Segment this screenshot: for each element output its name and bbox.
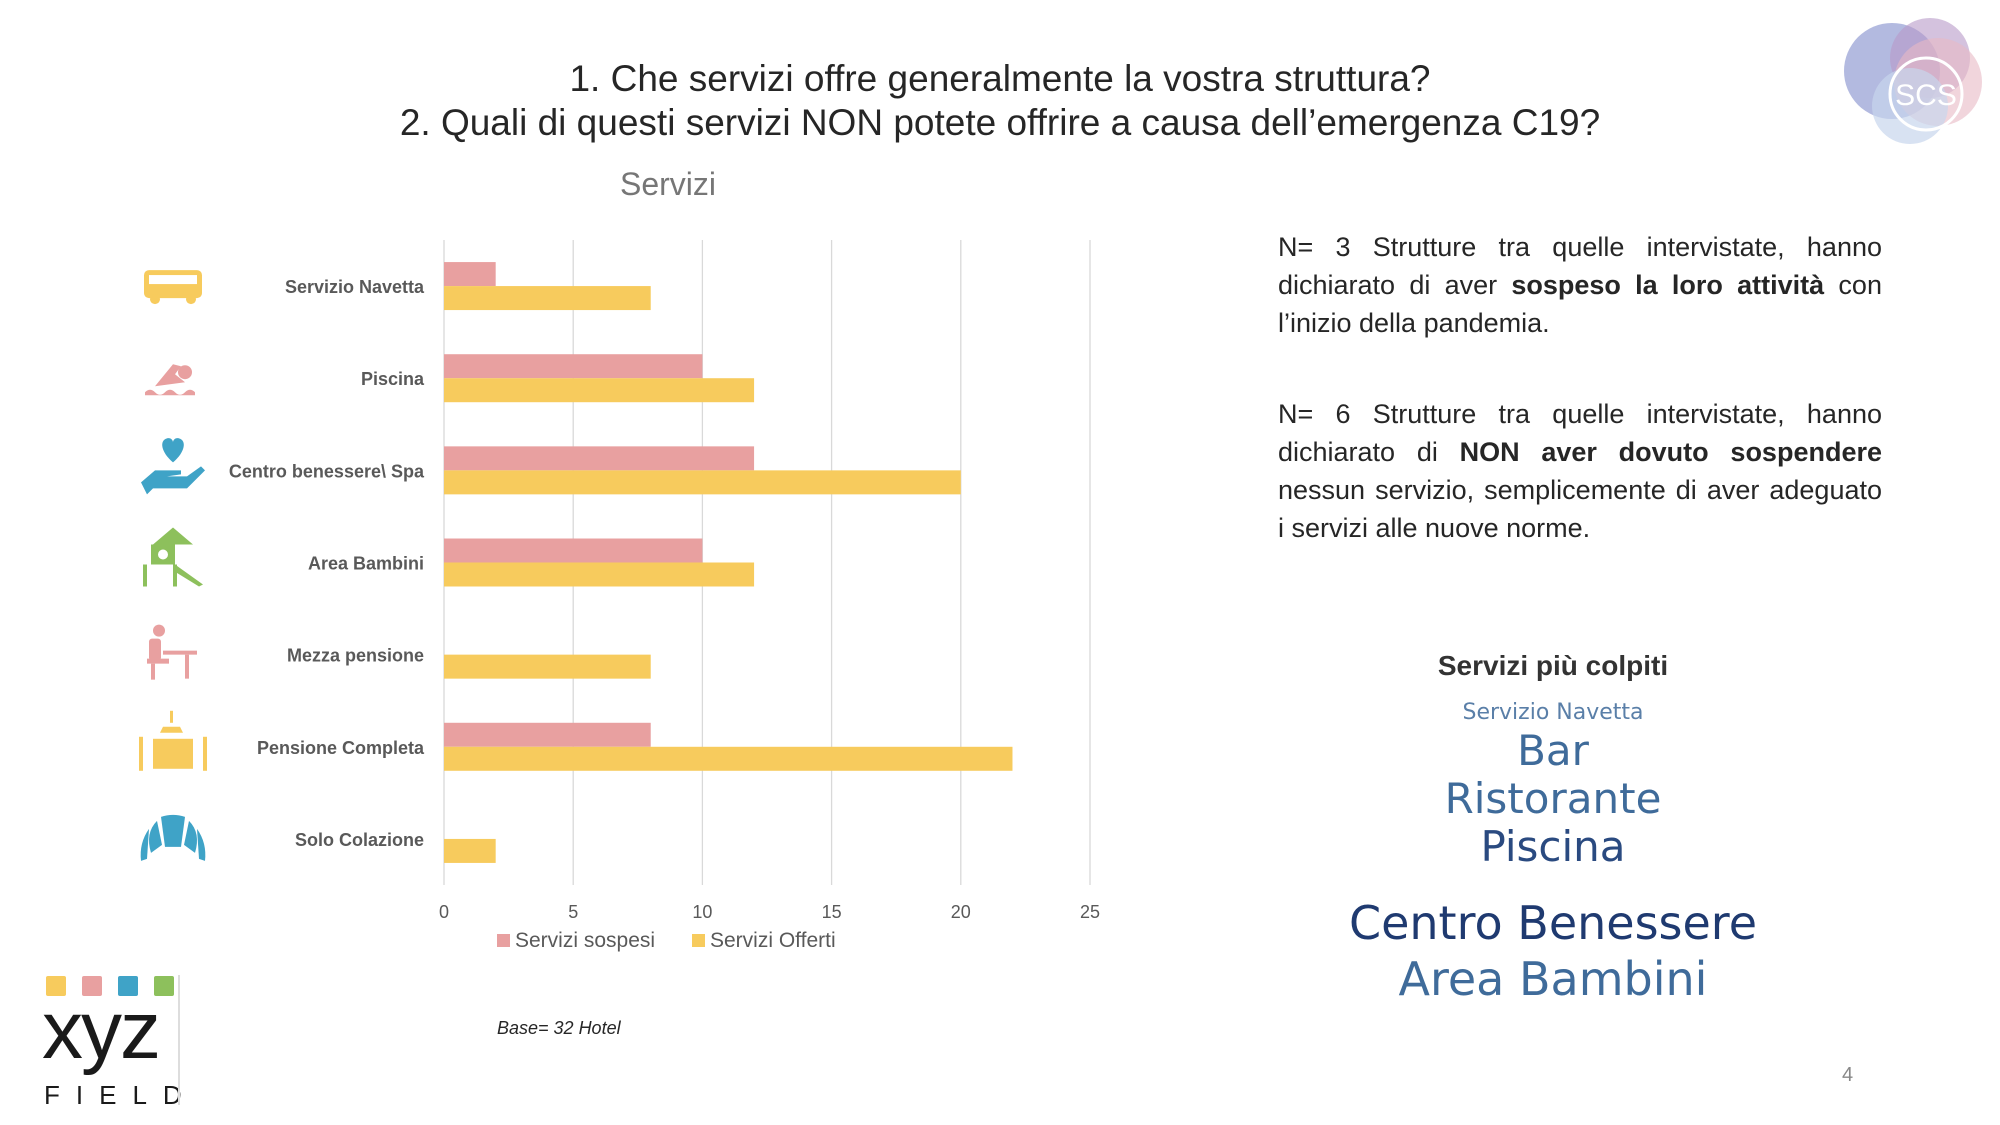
banquet-table-icon <box>139 710 207 771</box>
logo-divider <box>178 975 180 1105</box>
bus-icon <box>144 270 202 305</box>
paragraph-text: nessun servizio, semplicemente di aver a… <box>1278 475 1882 543</box>
category-label: Piscina <box>361 369 425 389</box>
scs-logo-text: SCS <box>1895 79 1957 112</box>
croissant-icon <box>140 814 206 861</box>
category-label: Pensione Completa <box>257 738 425 758</box>
bar-servizi-offerti <box>444 838 496 863</box>
legend-label: Servizi Offerti <box>710 929 836 952</box>
scs-logo: SCS <box>1840 16 1990 146</box>
bar-chart: Servizi Servizio Navetta Piscina Centro be… <box>139 166 1100 952</box>
bar-servizi-offerti <box>444 378 755 403</box>
logo-square <box>118 976 138 996</box>
paragraph-text: N= 3 Strutture tra quelle intervistate, … <box>1278 232 1882 300</box>
x-tick-label: 10 <box>692 902 712 922</box>
base-note: Base= 32 Hotel <box>497 1018 621 1038</box>
category-label: Centro benessere\ Spa <box>229 461 425 481</box>
legend-label: Servizi sospesi <box>515 929 655 952</box>
dining-person-icon <box>147 624 197 680</box>
logo-text: xyz <box>42 985 161 1076</box>
legend-swatch <box>692 934 705 947</box>
slide-title-line1: 1. Che servizi offre generalmente la vos… <box>569 58 1431 99</box>
word-ristorante: Ristorante <box>1444 774 1662 823</box>
bar-servizi-offerti <box>444 746 1013 771</box>
paragraph-text: con l’inizio della pandemia. <box>1278 270 1882 338</box>
slide-title-line2: 2. Quali di questi servizi NON potete of… <box>399 102 1601 143</box>
word-bar: Bar <box>1517 726 1589 775</box>
bar-servizi-sospesi <box>444 262 496 287</box>
paragraph-bold: NON aver dovuto sospendere <box>1459 437 1882 467</box>
x-tick-label: 5 <box>568 902 578 922</box>
x-tick-label: 20 <box>951 902 971 922</box>
bar-servizi-sospesi <box>444 446 755 471</box>
wordcloud-title: Servizi più colpiti <box>1437 650 1669 681</box>
bar-servizi-sospesi <box>444 722 651 747</box>
paragraph-text: N= 6 Strutture tra quelle intervistate, … <box>1278 399 1882 467</box>
category-label: Mezza pensione <box>287 646 424 666</box>
paragraph-suspended: N= 3 Strutture tra quelle intervistate, … <box>1278 228 1882 342</box>
chart-title: Servizi <box>620 166 716 202</box>
bar-servizi-sospesi <box>444 354 703 379</box>
paragraph-bold: sospeso la loro attività <box>1511 270 1825 300</box>
logo-square <box>82 976 102 996</box>
xyz-field-logo: xyz FIELD <box>40 970 185 1110</box>
x-tick-label: 25 <box>1080 902 1100 922</box>
logo-square <box>46 976 66 996</box>
category-label: Solo Colazione <box>295 830 424 850</box>
category-label: Servizio Navetta <box>285 277 425 297</box>
playground-icon <box>143 527 203 587</box>
swimmer-icon <box>145 364 195 396</box>
bar-servizi-offerti <box>444 654 651 679</box>
bar-servizi-offerti <box>444 286 651 311</box>
word-area-bambini: Area Bambini <box>1398 952 1708 1006</box>
wellness-hand-heart-icon <box>141 438 205 495</box>
bar-servizi-offerti <box>444 562 755 587</box>
legend-swatch <box>497 934 510 947</box>
word-centro-benessere: Centro Benessere <box>1348 896 1758 950</box>
bar-servizi-offerti <box>444 470 961 495</box>
bar-servizi-sospesi <box>444 538 703 563</box>
page-number: 4 <box>1842 1064 1854 1086</box>
logo-subtext: FIELD <box>44 1080 198 1110</box>
paragraph-not-suspended: N= 6 Strutture tra quelle intervistate, … <box>1278 395 1882 547</box>
word-servizio-navetta: Servizio Navetta <box>1462 700 1644 725</box>
word-piscina: Piscina <box>1480 822 1626 871</box>
category-label: Area Bambini <box>308 554 424 574</box>
x-tick-label: 0 <box>439 902 449 922</box>
logo-square <box>154 976 174 996</box>
x-tick-label: 15 <box>822 902 842 922</box>
